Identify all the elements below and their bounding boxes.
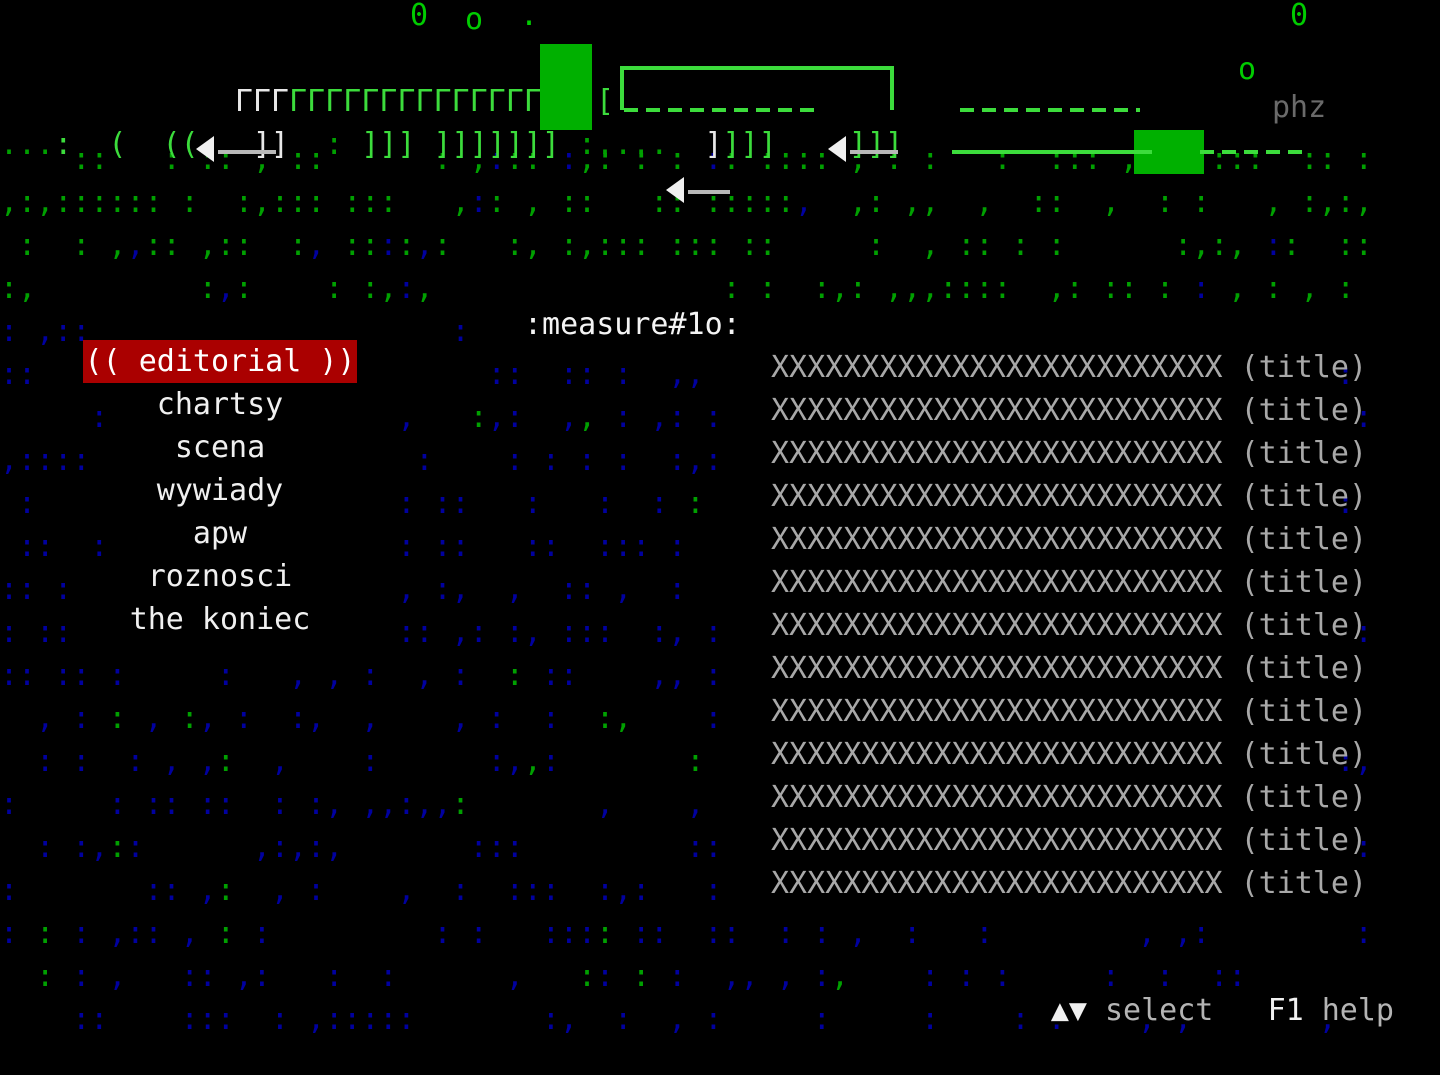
select-label: select: [1105, 993, 1214, 1028]
list-item[interactable]: XXXXXXXXXXXXXXXXXXXXXXXXX (title): [771, 518, 1367, 561]
header-rule-a: [620, 66, 894, 70]
list-item-name: XXXXXXXXXXXXXXXXXXXXXXXXX: [771, 393, 1223, 428]
menu-item-editorial[interactable]: (( editorial )): [0, 340, 440, 383]
menu-item-apw[interactable]: apw: [0, 512, 440, 555]
list-item[interactable]: XXXXXXXXXXXXXXXXXXXXXXXXX (title): [771, 862, 1367, 905]
status-bar: ▲▼ select F1 help: [979, 946, 1394, 1075]
header-arrow-line-2: [688, 190, 730, 194]
header-glyph-2: .: [520, 0, 539, 33]
list-item-gap: [1223, 350, 1241, 385]
header-glyph-1: o: [465, 2, 484, 37]
menu-item-label: the koniec: [129, 602, 311, 637]
list-item[interactable]: XXXXXXXXXXXXXXXXXXXXXXXXX (title): [771, 432, 1367, 475]
list-item-gap: [1223, 780, 1241, 815]
list-item-name: XXXXXXXXXXXXXXXXXXXXXXXXX: [771, 866, 1223, 901]
header-rule-c: [624, 108, 814, 112]
select-keys-icon: ▲▼: [1050, 993, 1087, 1028]
list-item[interactable]: XXXXXXXXXXXXXXXXXXXXXXXXX (title): [771, 561, 1367, 604]
list-item-gap: [1223, 436, 1241, 471]
menu-item-chartsy[interactable]: chartsy: [0, 383, 440, 426]
header-arrow-line-1: [218, 150, 276, 154]
list-item-name: XXXXXXXXXXXXXXXXXXXXXXXXX: [771, 608, 1223, 643]
header-block-left: [540, 44, 592, 130]
list-item[interactable]: XXXXXXXXXXXXXXXXXXXXXXXXX (title): [771, 647, 1367, 690]
item-list[interactable]: XXXXXXXXXXXXXXXXXXXXXXXXX (title) XXXXXXX…: [771, 346, 1367, 905]
list-item-name: XXXXXXXXXXXXXXXXXXXXXXXXX: [771, 823, 1223, 858]
list-item-title: (title): [1240, 651, 1368, 686]
menu-item-roznosci[interactable]: roznosci: [0, 555, 440, 598]
list-item-title: (title): [1240, 866, 1368, 901]
list-item[interactable]: XXXXXXXXXXXXXXXXXXXXXXXXX (title): [771, 346, 1367, 389]
list-item-name: XXXXXXXXXXXXXXXXXXXXXXXXX: [771, 436, 1223, 471]
list-item-name: XXXXXXXXXXXXXXXXXXXXXXXXX: [771, 737, 1223, 772]
menu-item-label: chartsy: [156, 387, 284, 422]
list-item-title: (title): [1240, 694, 1368, 729]
menu-item-label: roznosci: [147, 559, 293, 594]
list-item-gap: [1223, 737, 1241, 772]
list-item[interactable]: XXXXXXXXXXXXXXXXXXXXXXXXX (title): [771, 604, 1367, 647]
list-item-gap: [1223, 565, 1241, 600]
list-item[interactable]: XXXXXXXXXXXXXXXXXXXXXXXXX (title): [771, 733, 1367, 776]
header-rule-a-left: [620, 66, 624, 110]
header-glyph-3: 0: [1290, 0, 1309, 33]
list-item-title: (title): [1240, 436, 1368, 471]
menu-item-the-koniec[interactable]: the koniec: [0, 598, 440, 641]
status-gap-3: [1304, 993, 1322, 1028]
status-gap-1: [1087, 993, 1105, 1028]
list-item[interactable]: XXXXXXXXXXXXXXXXXXXXXXXXX (title): [771, 389, 1367, 432]
list-item-name: XXXXXXXXXXXXXXXXXXXXXXXXX: [771, 522, 1223, 557]
help-key[interactable]: F1: [1267, 993, 1304, 1028]
left-arrow-icon-1: [196, 136, 214, 162]
main-menu[interactable]: (( editorial )) chartsy scena wywiady apw roz…: [0, 340, 440, 641]
phz-watermark: phz: [1272, 90, 1327, 125]
list-item-gap: [1223, 823, 1241, 858]
list-item[interactable]: XXXXXXXXXXXXXXXXXXXXXXXXX (title): [771, 776, 1367, 819]
list-item-name: XXXXXXXXXXXXXXXXXXXXXXXXX: [771, 479, 1223, 514]
list-item-name: XXXXXXXXXXXXXXXXXXXXXXXXX: [771, 780, 1223, 815]
status-gap-2: [1213, 993, 1267, 1028]
list-item-gap: [1223, 651, 1241, 686]
menu-item-wywiady[interactable]: wywiady: [0, 469, 440, 512]
list-item-title: (title): [1240, 823, 1368, 858]
header-rule-d: [952, 150, 1152, 154]
list-item-name: XXXXXXXXXXXXXXXXXXXXXXXXX: [771, 565, 1223, 600]
list-item-title: (title): [1240, 522, 1368, 557]
list-item-title: (title): [1240, 737, 1368, 772]
list-item[interactable]: XXXXXXXXXXXXXXXXXXXXXXXXX (title): [771, 475, 1367, 518]
list-item-gap: [1223, 522, 1241, 557]
list-item-gap: [1223, 479, 1241, 514]
list-item-title: (title): [1240, 608, 1368, 643]
list-item-gap: [1223, 694, 1241, 729]
menu-item-label: wywiady: [156, 473, 284, 508]
left-arrow-icon-2: [666, 177, 684, 203]
list-item-title: (title): [1240, 479, 1368, 514]
list-item-title: (title): [1240, 780, 1368, 815]
menu-item-label: (( editorial )): [82, 340, 358, 383]
list-item-name: XXXXXXXXXXXXXXXXXXXXXXXXX: [771, 350, 1223, 385]
left-arrow-icon-3: [828, 136, 846, 162]
list-item[interactable]: XXXXXXXXXXXXXXXXXXXXXXXXX (title): [771, 819, 1367, 862]
list-item-gap: [1223, 866, 1241, 901]
list-item-gap: [1223, 608, 1241, 643]
help-label[interactable]: help: [1321, 993, 1394, 1028]
panel-title: :measure#1o:: [524, 307, 741, 342]
list-item-title: (title): [1240, 393, 1368, 428]
list-item-name: XXXXXXXXXXXXXXXXXXXXXXXXX: [771, 694, 1223, 729]
list-item-name: XXXXXXXXXXXXXXXXXXXXXXXXX: [771, 651, 1223, 686]
list-item[interactable]: XXXXXXXXXXXXXXXXXXXXXXXXX (title): [771, 690, 1367, 733]
menu-item-label: apw: [192, 516, 248, 551]
header-rule-a-right: [890, 66, 894, 110]
terminal-screen: :: : :: , :: : ,::: :,: : : :: :::: , : …: [0, 0, 1394, 1037]
menu-item-label: scena: [174, 430, 266, 465]
list-item-title: (title): [1240, 350, 1368, 385]
list-item-gap: [1223, 393, 1241, 428]
header-rule-b: [960, 108, 1140, 112]
header-glyph-4: o: [1238, 52, 1257, 87]
list-item-title: (title): [1240, 565, 1368, 600]
header-glyph-0: 0: [410, 0, 429, 33]
header-rule-e: [1200, 150, 1310, 154]
menu-item-scena[interactable]: scena: [0, 426, 440, 469]
header-arrow-line-3: [850, 150, 898, 154]
